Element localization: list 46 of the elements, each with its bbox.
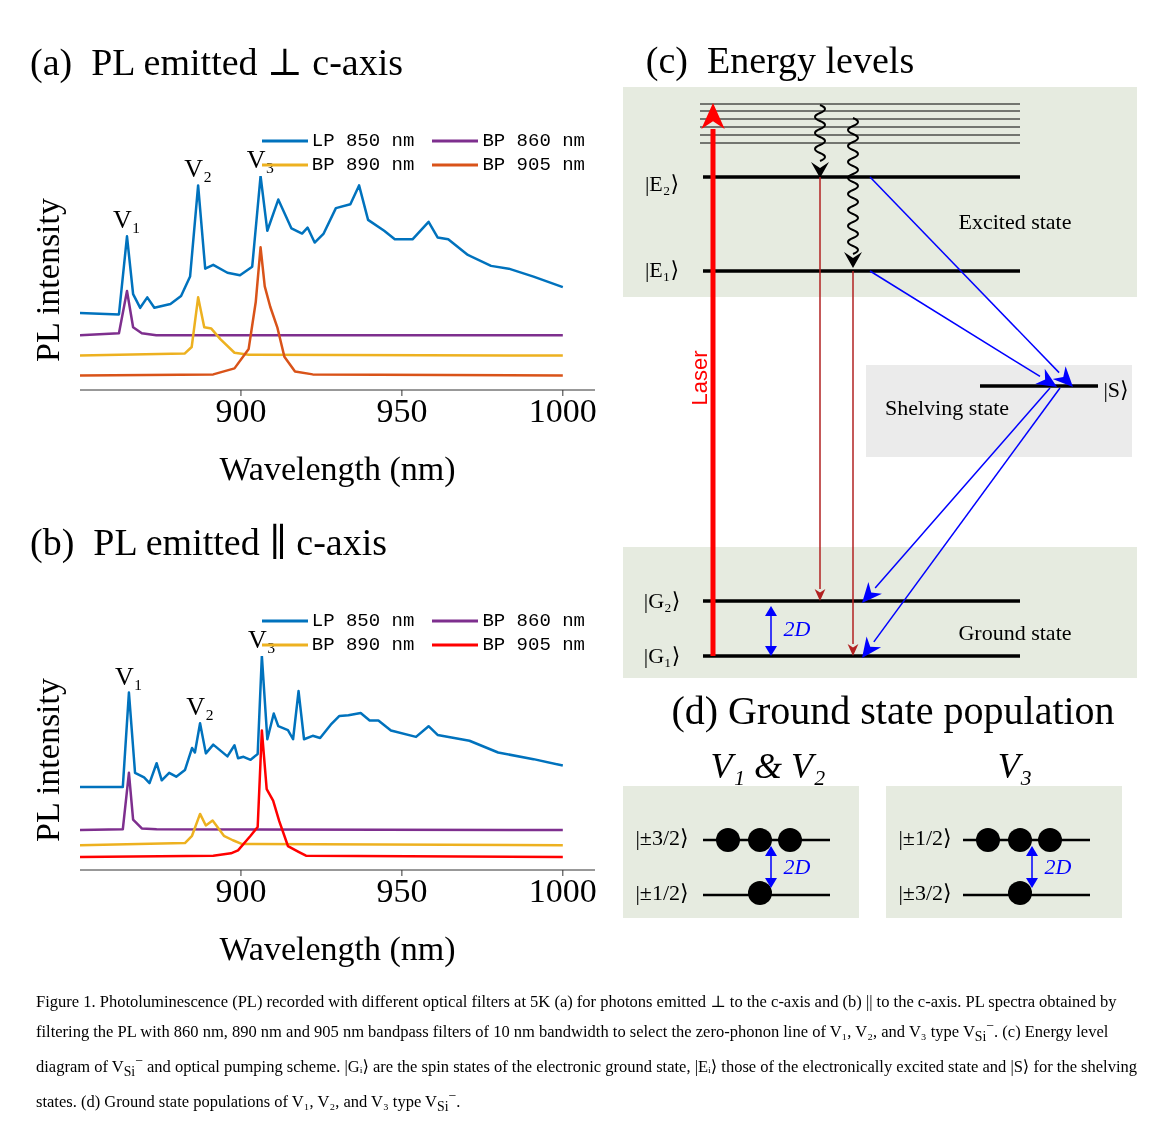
legend-label: BP 890 nm [311,634,415,656]
text: |E₂⟩ [644,171,680,197]
text: Ground state [958,620,1072,646]
text: |G₁⟩ [643,643,681,669]
legend-label: BP 860 nm [482,610,585,632]
chart-title: (a) PL emitted ⊥ c-axis [30,40,404,84]
annotation: V₃ [247,625,276,654]
y-axis-title: PL intensity [29,197,67,363]
text: V₃ [997,745,1033,787]
text: |±1/2⟩ [898,825,952,851]
x-axis-title: Wavelength (nm) [219,450,456,488]
text: |±1/2⟩ [635,880,689,906]
chart-title: (b) PL emitted ∥ c-axis [30,520,387,564]
legend-label: BP 890 nm [311,154,415,176]
text: 2D [783,854,811,880]
text: |G₂⟩ [643,588,681,614]
legend-label: BP 905 nm [482,634,585,656]
annotation: V₁ [113,205,141,235]
legend-label: BP 860 nm [482,130,585,152]
text: |±3/2⟩ [898,880,952,906]
legend-label: BP 905 nm [482,154,585,176]
x-tick-label: 1000 [528,872,597,910]
annotation: V₂ [184,154,213,184]
text: 2D [1044,854,1072,880]
x-tick-label: 950 [376,872,428,910]
text: Laser [687,350,713,406]
y-axis-title: PL intensity [29,677,67,843]
x-tick-label: 1000 [528,392,597,430]
text: (d) Ground state population [671,686,1115,734]
text: Excited state [958,209,1072,235]
annotation: V₁ [115,661,143,691]
x-tick-label: 950 [376,392,428,430]
x-tick-label: 900 [215,392,267,430]
text: |E₁⟩ [644,257,680,283]
text: (c) Energy levels [645,38,915,82]
legend-label: LP 850 nm [311,130,415,152]
text: Figure 1. Photoluminescence (PL) recorded with different optical filters at 5K (a) for photons emitted ⊥ to the c-axis and (b) || to the c-axis. PL spectra obtained by filtering the PL with 860 nm, 890 nm and 905 nm bandpass filters of 10 nm bandwidth to select the zero-phonon line of V₁, V₂, and V₃ type V$_{Si}$$^{−}$. (c) Energy level diagram of V$_{Si}$$^{−}$ and optical pumping scheme. |Gᵢ⟩ are the spin states of the electronic ground state, |Eᵢ⟩ those of the electronically excited state and |S⟩ for the shelving states. (d) Ground state populations of V₁, V₂, and V₃ type V$_{Si}$$^{−}$. [36,992,1137,1114]
text: 2D [783,616,811,642]
legend-label: LP 850 nm [311,610,415,632]
text: V₁ & V₂ [710,745,826,787]
text: |S⟩ [1103,377,1129,403]
x-tick-label: 900 [215,872,267,910]
text: |±3/2⟩ [635,825,689,851]
text: Shelving state [884,395,1010,421]
annotation: V₂ [186,692,214,722]
x-axis-title: Wavelength (nm) [219,930,456,968]
